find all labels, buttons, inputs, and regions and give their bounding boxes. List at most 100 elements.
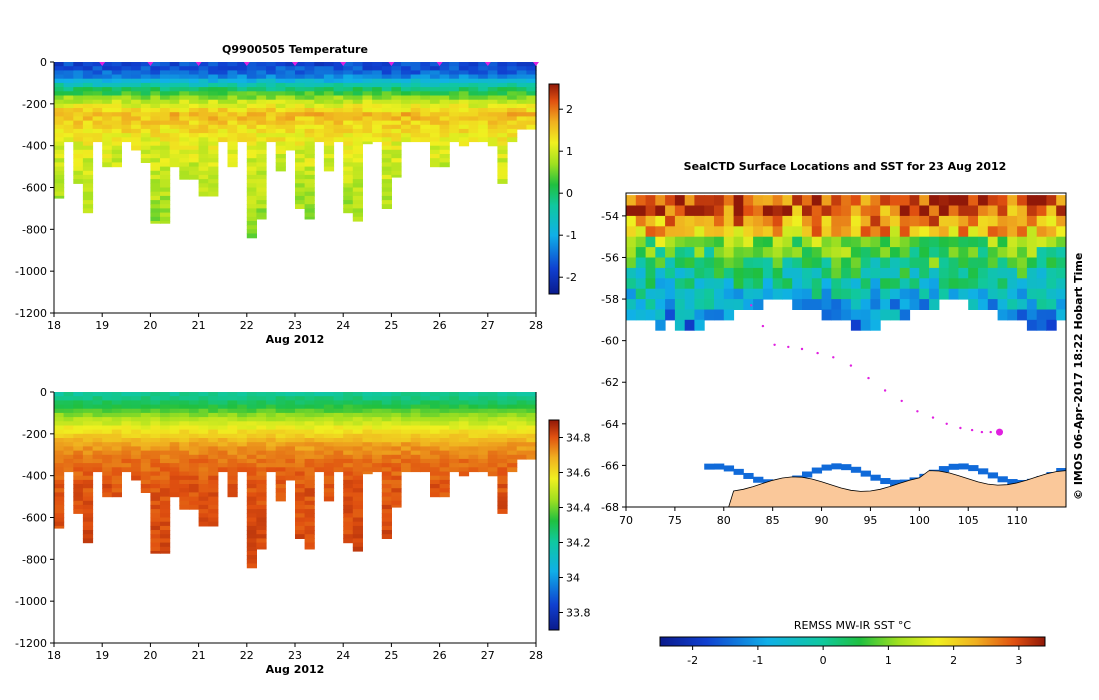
sst-cell	[1036, 309, 1047, 321]
sst-cell	[958, 205, 969, 217]
section-cell	[131, 66, 142, 71]
section-cell	[82, 78, 94, 84]
section-cell	[266, 396, 277, 401]
section-cell	[227, 95, 238, 101]
section-cell	[169, 421, 180, 427]
section-cell	[227, 479, 238, 485]
section-cell	[526, 120, 537, 126]
section-cell	[54, 404, 65, 410]
sst-cell	[714, 236, 725, 248]
section-cell	[430, 408, 441, 414]
section-cell	[160, 137, 171, 143]
sst-cell	[1056, 236, 1067, 248]
section-cell	[526, 124, 537, 130]
section-cell	[458, 87, 470, 92]
section-cell	[102, 120, 113, 126]
section-cell	[160, 450, 171, 456]
section-cell	[516, 120, 527, 126]
section-cell	[343, 425, 354, 431]
sst-cell	[870, 299, 881, 310]
section-cell	[227, 158, 238, 163]
section-cell	[208, 408, 219, 414]
section-cell	[275, 438, 286, 443]
section-cell	[285, 141, 296, 147]
section-cell	[333, 450, 344, 456]
section-cell	[362, 454, 373, 460]
section-cell	[102, 70, 113, 76]
section-cell	[121, 396, 132, 401]
section-cell	[420, 66, 431, 71]
section-cell	[54, 396, 65, 401]
section-cell	[372, 429, 383, 435]
section-cell	[449, 112, 460, 117]
sst-cell	[674, 299, 686, 310]
section-cell	[430, 62, 441, 67]
sst-cell	[714, 215, 725, 227]
section-cell	[304, 525, 315, 531]
section-cell	[73, 103, 84, 109]
section-cell	[82, 82, 94, 88]
section-cell	[516, 454, 527, 460]
section-cell	[449, 404, 460, 410]
section-cell	[410, 412, 421, 418]
section-cell	[169, 412, 180, 418]
sst-cell	[704, 226, 715, 238]
section-cell	[111, 95, 122, 101]
section-cell	[54, 116, 65, 122]
sst-cell	[948, 236, 959, 248]
section-cell	[295, 484, 306, 489]
section-cell	[121, 87, 132, 92]
sst-cell	[831, 215, 842, 227]
section-cell	[285, 70, 296, 76]
section-cell	[121, 128, 132, 134]
section-cell	[323, 149, 335, 155]
section-cell	[237, 120, 248, 126]
section-cell	[131, 112, 142, 117]
section-cell	[372, 116, 383, 122]
section-cell	[198, 120, 209, 126]
section-cell	[295, 204, 306, 209]
section-cell	[63, 116, 74, 122]
section-cell	[458, 74, 470, 80]
section-cell	[169, 438, 180, 443]
section-cell	[391, 95, 402, 101]
y-tick-label: 0	[40, 386, 47, 399]
section-cell	[362, 74, 373, 80]
section-cell	[372, 408, 383, 414]
section-cell	[430, 396, 441, 401]
sst-cell	[919, 226, 930, 238]
sst-cell	[968, 215, 979, 227]
section-cell	[381, 425, 392, 431]
section-cell	[198, 421, 209, 427]
section-cell	[497, 458, 508, 464]
section-cell	[198, 116, 209, 122]
section-cell	[82, 446, 94, 452]
sst-cell	[1026, 288, 1038, 300]
section-cell	[217, 74, 229, 80]
section-cell	[352, 404, 363, 410]
section-cell	[323, 446, 335, 452]
section-cell	[410, 396, 421, 401]
sst-cell	[733, 247, 744, 258]
sst-cell	[958, 215, 969, 227]
section-cell	[449, 467, 460, 473]
section-cell	[266, 87, 277, 92]
section-cell	[295, 450, 306, 456]
section-cell	[256, 471, 267, 477]
coastal-sst-cell	[880, 478, 891, 485]
section-cell	[140, 133, 151, 138]
section-cell	[92, 400, 103, 406]
section-cell	[256, 120, 267, 126]
sst-cell	[626, 236, 637, 248]
section-cell	[439, 149, 450, 155]
section-cell	[111, 479, 122, 485]
sst-cell	[665, 267, 676, 279]
section-cell	[507, 116, 518, 122]
sst-cell	[1056, 247, 1067, 258]
section-cell	[237, 87, 248, 92]
section-cell	[391, 471, 402, 477]
section-cell	[208, 417, 219, 422]
section-cell	[295, 496, 306, 502]
section-cell	[82, 412, 94, 418]
sst-cell	[860, 319, 871, 331]
